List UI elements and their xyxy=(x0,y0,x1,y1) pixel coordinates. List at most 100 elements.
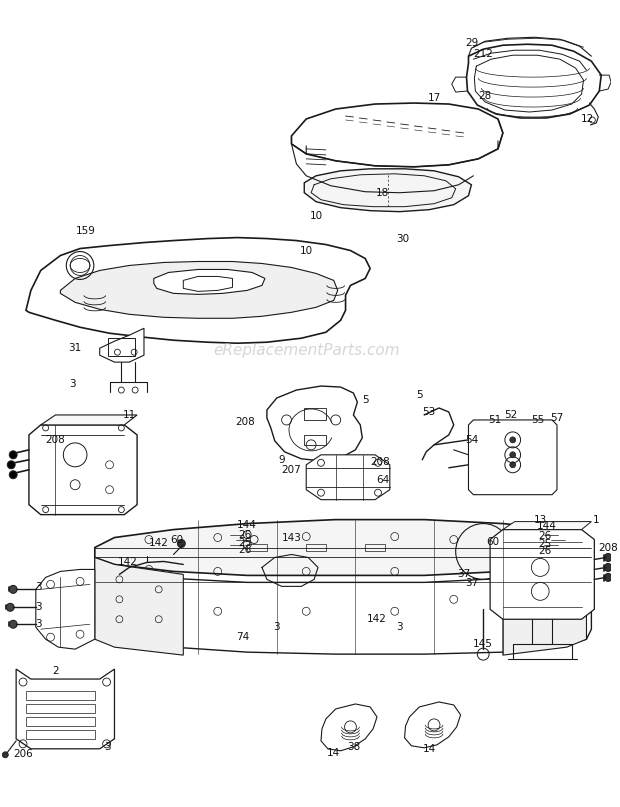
Text: 3: 3 xyxy=(35,602,42,613)
Text: 64: 64 xyxy=(376,475,389,485)
Text: 212: 212 xyxy=(473,49,493,59)
Text: 17: 17 xyxy=(427,93,441,103)
Text: 208: 208 xyxy=(236,417,255,427)
Circle shape xyxy=(604,574,612,581)
Circle shape xyxy=(510,462,516,468)
Circle shape xyxy=(604,563,612,571)
Text: 10: 10 xyxy=(309,211,322,220)
Text: 31: 31 xyxy=(69,343,82,353)
Bar xyxy=(306,544,326,551)
Text: 30: 30 xyxy=(396,233,409,244)
Polygon shape xyxy=(405,702,461,748)
Polygon shape xyxy=(466,44,601,118)
Bar xyxy=(304,435,326,445)
Text: eReplacementParts.com: eReplacementParts.com xyxy=(213,343,399,358)
Text: 144: 144 xyxy=(537,521,557,530)
Text: 142: 142 xyxy=(149,537,169,547)
Circle shape xyxy=(9,451,17,459)
Text: 38: 38 xyxy=(347,742,360,752)
Bar xyxy=(304,408,326,420)
Text: 2: 2 xyxy=(52,666,59,676)
Text: 3: 3 xyxy=(35,619,42,629)
Polygon shape xyxy=(95,558,591,654)
Text: 5: 5 xyxy=(416,390,423,400)
Text: 12: 12 xyxy=(581,114,594,124)
Bar xyxy=(26,691,95,700)
Text: 28: 28 xyxy=(479,91,492,101)
Text: 11: 11 xyxy=(123,410,136,420)
Polygon shape xyxy=(36,570,95,649)
Polygon shape xyxy=(503,558,587,655)
Polygon shape xyxy=(490,529,595,619)
Text: 55: 55 xyxy=(532,415,545,425)
Text: 57: 57 xyxy=(551,413,564,423)
Text: 1: 1 xyxy=(593,515,600,525)
Text: 3: 3 xyxy=(396,622,403,632)
Text: 208: 208 xyxy=(370,457,390,466)
Text: 26: 26 xyxy=(239,529,252,540)
Text: 10: 10 xyxy=(299,245,312,256)
Circle shape xyxy=(2,752,8,758)
Circle shape xyxy=(9,621,17,628)
Polygon shape xyxy=(306,455,390,500)
Polygon shape xyxy=(267,386,362,461)
Polygon shape xyxy=(100,328,144,362)
Text: 3: 3 xyxy=(273,622,280,632)
Text: 208: 208 xyxy=(46,435,65,445)
Text: 5: 5 xyxy=(362,395,368,405)
Polygon shape xyxy=(41,415,137,425)
Bar xyxy=(26,717,95,725)
Text: 60: 60 xyxy=(170,534,183,545)
Text: 208: 208 xyxy=(598,542,618,553)
Text: 25: 25 xyxy=(539,538,552,549)
Circle shape xyxy=(177,540,185,547)
Polygon shape xyxy=(469,420,557,495)
Text: 144: 144 xyxy=(237,520,257,529)
Text: 3: 3 xyxy=(35,583,42,592)
Text: 159: 159 xyxy=(76,226,96,236)
Polygon shape xyxy=(95,520,591,575)
Text: 206: 206 xyxy=(13,749,33,759)
Text: 37: 37 xyxy=(457,570,470,579)
Text: 53: 53 xyxy=(422,407,436,417)
Polygon shape xyxy=(321,704,377,751)
Text: 26: 26 xyxy=(239,546,252,555)
Text: 9: 9 xyxy=(278,455,285,465)
Polygon shape xyxy=(154,270,265,295)
Circle shape xyxy=(604,554,612,562)
Text: 51: 51 xyxy=(489,415,502,425)
Text: 14: 14 xyxy=(422,744,436,754)
Text: 25: 25 xyxy=(239,537,252,547)
Polygon shape xyxy=(304,169,471,211)
Text: 74: 74 xyxy=(236,632,249,642)
Text: 54: 54 xyxy=(465,435,478,445)
Circle shape xyxy=(9,585,17,593)
Text: 207: 207 xyxy=(281,465,301,475)
Polygon shape xyxy=(26,237,370,343)
Text: 142: 142 xyxy=(367,614,387,625)
Text: 60: 60 xyxy=(487,537,500,546)
Polygon shape xyxy=(95,558,184,655)
Text: 145: 145 xyxy=(473,639,493,649)
Text: 13: 13 xyxy=(534,515,547,525)
Text: 3: 3 xyxy=(104,742,111,752)
Circle shape xyxy=(6,604,14,611)
Text: 26: 26 xyxy=(539,546,552,557)
Bar xyxy=(247,544,267,551)
Bar xyxy=(365,544,385,551)
Text: 52: 52 xyxy=(504,410,517,420)
Polygon shape xyxy=(16,669,115,749)
Circle shape xyxy=(7,461,15,469)
Polygon shape xyxy=(291,103,503,167)
Text: 26: 26 xyxy=(539,530,552,541)
Bar xyxy=(26,704,95,713)
Polygon shape xyxy=(503,521,591,529)
Circle shape xyxy=(9,470,17,479)
Text: 29: 29 xyxy=(465,38,478,48)
Polygon shape xyxy=(29,425,137,515)
Circle shape xyxy=(510,437,516,443)
Polygon shape xyxy=(184,277,232,291)
Bar xyxy=(26,730,95,739)
Text: 37: 37 xyxy=(465,579,478,588)
Text: 18: 18 xyxy=(376,188,389,198)
